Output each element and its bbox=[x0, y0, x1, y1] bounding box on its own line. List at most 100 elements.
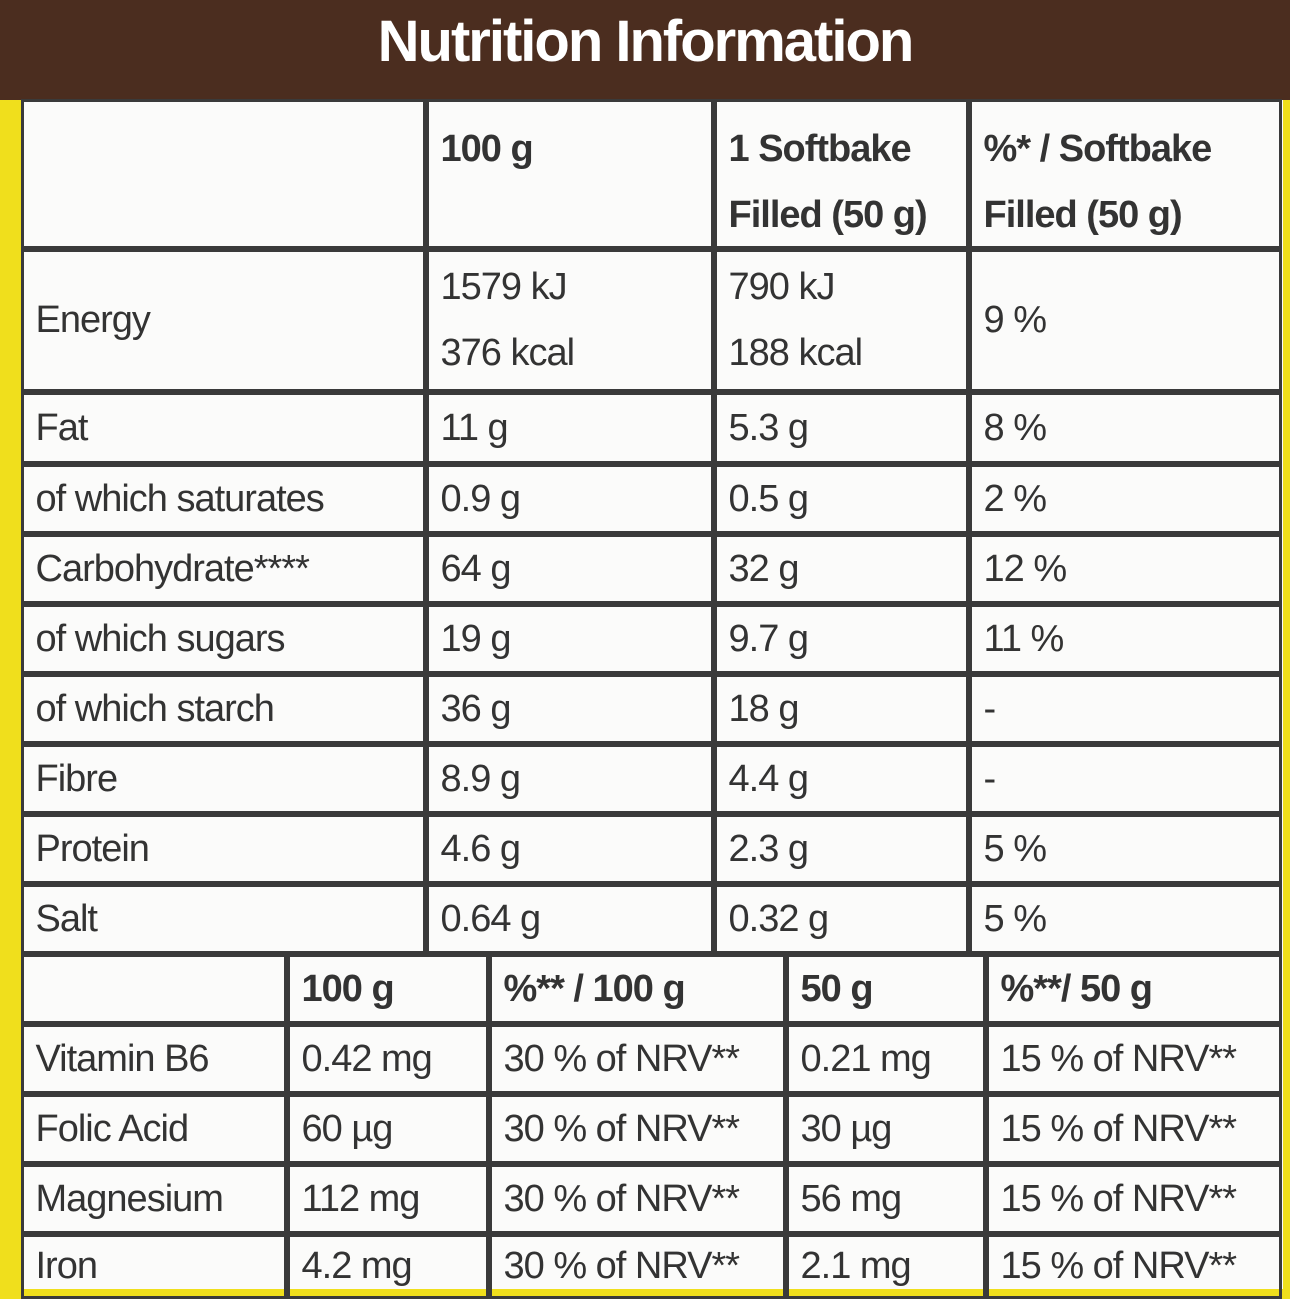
header-band: Nutrition Information bbox=[0, 0, 1290, 100]
cell-text: 36 g bbox=[440, 687, 512, 730]
table-cell: of which sugars bbox=[20, 603, 426, 674]
cell-text: 1 Softbake bbox=[728, 127, 912, 170]
cell-text: 19 g bbox=[440, 617, 512, 660]
table-cell: 0.42 mg bbox=[286, 1023, 489, 1094]
table-cell: %**/ 50 g bbox=[985, 953, 1282, 1024]
table-cell: - bbox=[968, 743, 1282, 814]
table-cell: 12 % bbox=[968, 533, 1282, 604]
cell-text: 12 % bbox=[983, 547, 1068, 590]
table-cell: 2 % bbox=[968, 463, 1282, 534]
cell-text: 4.2 mg bbox=[301, 1245, 413, 1287]
table-cell: of which starch bbox=[20, 673, 426, 744]
table-cell: - bbox=[968, 673, 1282, 744]
cell-text: 0.21 mg bbox=[800, 1037, 932, 1080]
cell-text: 18 g bbox=[728, 687, 800, 730]
cell-text: of which sugars bbox=[35, 617, 286, 660]
cell-text: 5.3 g bbox=[728, 406, 810, 449]
cell-text: 0.42 mg bbox=[301, 1037, 433, 1080]
table-cell: 5.3 g bbox=[713, 391, 969, 464]
cell-text: 2.3 g bbox=[728, 827, 810, 870]
table-cell: 5 % bbox=[968, 883, 1282, 954]
table-cell: 0.64 g bbox=[425, 883, 714, 954]
title: Nutrition Information bbox=[377, 9, 915, 74]
table-cell: Protein bbox=[20, 813, 426, 884]
cell-text: 1579 kJ bbox=[440, 266, 568, 308]
cell-text: Carbohydrate**** bbox=[35, 547, 310, 590]
cell-text: 5 % bbox=[983, 897, 1047, 940]
cell-text: 0.5 g bbox=[728, 477, 810, 520]
cell-text: 5 % bbox=[983, 827, 1047, 870]
table-cell: 36 g bbox=[425, 673, 714, 744]
cell-text: 4.4 g bbox=[728, 757, 810, 800]
table-cell: 64 g bbox=[425, 533, 714, 604]
table-cell: 32 g bbox=[713, 533, 969, 604]
table-cell: 9 % bbox=[968, 248, 1282, 392]
table-cell: 30 % of NRV** bbox=[488, 1233, 786, 1299]
table-cell: 15 % of NRV** bbox=[985, 1023, 1282, 1094]
cell-text: 0.64 g bbox=[440, 897, 542, 940]
cell-text: - bbox=[983, 687, 997, 730]
table-cell: 8 % bbox=[968, 391, 1282, 464]
cell-text: 2.1 mg bbox=[800, 1245, 912, 1287]
table-cell bbox=[20, 98, 426, 249]
table-cell: 60 µg bbox=[286, 1093, 489, 1164]
cell-text: 30 % of NRV** bbox=[503, 1037, 741, 1080]
table-cell: 1 Softbake Filled (50 g) bbox=[713, 98, 969, 249]
cell-text: Fibre bbox=[35, 757, 119, 800]
table-cell: %** / 100 g bbox=[488, 953, 786, 1024]
table-cell: 4.4 g bbox=[713, 743, 969, 814]
table-cell: 15 % of NRV** bbox=[985, 1093, 1282, 1164]
table-cell: 0.32 g bbox=[713, 883, 969, 954]
table-cell: 9.7 g bbox=[713, 603, 969, 674]
cell-text: 64 g bbox=[440, 547, 512, 590]
table-cell: 56 mg bbox=[785, 1163, 986, 1234]
cell-text: 112 mg bbox=[301, 1177, 421, 1220]
cell-text: Folic Acid bbox=[35, 1107, 190, 1150]
cell-text: 100 g bbox=[301, 967, 395, 1010]
table-cell: 30 % of NRV** bbox=[488, 1023, 786, 1094]
table-cell: 790 kJ 188 kcal bbox=[713, 248, 969, 392]
cell-text: %** / 100 g bbox=[503, 967, 686, 1010]
cell-text: 100 g bbox=[440, 127, 534, 170]
cell-text: Filled (50 g) bbox=[728, 193, 928, 236]
cell-text: Protein bbox=[35, 827, 150, 870]
cell-text: 9 % bbox=[983, 299, 1047, 341]
cell-text: 188 kcal bbox=[728, 332, 864, 374]
cell-text: Salt bbox=[35, 897, 98, 940]
table-cell: 2.3 g bbox=[713, 813, 969, 884]
cell-text: 11 g bbox=[440, 406, 509, 449]
cell-text: Iron bbox=[35, 1245, 98, 1287]
cell-text: 30 % of NRV** bbox=[503, 1245, 741, 1287]
cell-text: 11 % bbox=[983, 617, 1065, 660]
table-cell: 30 % of NRV** bbox=[488, 1093, 786, 1164]
table-cell: 1579 kJ 376 kcal bbox=[425, 248, 714, 392]
table-cell: 11 % bbox=[968, 603, 1282, 674]
cell-text: 60 µg bbox=[301, 1107, 394, 1150]
cell-text: 30 % of NRV** bbox=[503, 1107, 741, 1150]
cell-text: %**/ 50 g bbox=[1000, 967, 1154, 1010]
cell-text: Fat bbox=[35, 406, 89, 449]
table-cell: 15 % of NRV** bbox=[985, 1163, 1282, 1234]
table-cell: Salt bbox=[20, 883, 426, 954]
table-cell: Fibre bbox=[20, 743, 426, 814]
cell-text: Energy bbox=[35, 299, 151, 341]
table-cell: 0.9 g bbox=[425, 463, 714, 534]
table-cell: 112 mg bbox=[286, 1163, 489, 1234]
table-cell: 11 g bbox=[425, 391, 714, 464]
cell-text: 376 kcal bbox=[440, 332, 576, 374]
table-cell: Folic Acid bbox=[20, 1093, 287, 1164]
table-cell: 18 g bbox=[713, 673, 969, 744]
table-cell: Fat bbox=[20, 391, 426, 464]
cell-text: 50 g bbox=[800, 967, 874, 1010]
cell-text: %* / Softbake bbox=[983, 127, 1213, 170]
table-cell: 8.9 g bbox=[425, 743, 714, 814]
cell-text: 2 % bbox=[983, 477, 1047, 520]
table-sheet: 100 g 1 Softbake Filled (50 g) %* / Softbak… bbox=[20, 98, 1283, 1299]
table-cell: Magnesium bbox=[20, 1163, 287, 1234]
table-cell: %* / Softbake Filled (50 g) bbox=[968, 98, 1282, 249]
cell-text: 30 % of NRV** bbox=[503, 1177, 741, 1220]
cell-text: 790 kJ bbox=[728, 266, 836, 308]
cell-text: 8.9 g bbox=[440, 757, 522, 800]
table-cell: 0.5 g bbox=[713, 463, 969, 534]
cell-text: 30 µg bbox=[800, 1107, 893, 1150]
